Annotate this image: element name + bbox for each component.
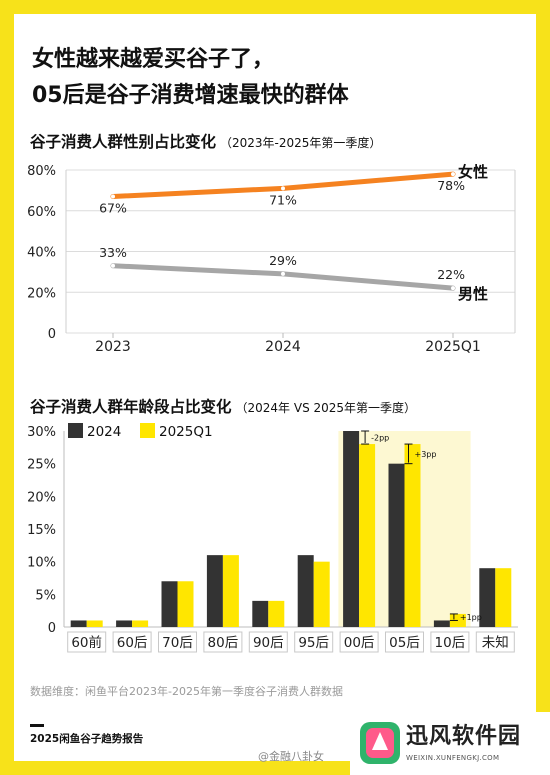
data-point xyxy=(281,271,285,276)
bar-2024 xyxy=(343,431,360,627)
y-tick-label: 0 xyxy=(48,327,56,342)
data-point xyxy=(451,286,455,291)
y-tick-label: 0 xyxy=(48,621,56,636)
y-tick-label: 25% xyxy=(27,458,56,473)
x-label-box xyxy=(203,631,243,653)
data-label: 33% xyxy=(99,245,127,260)
bar-2025q1 xyxy=(313,561,330,627)
x-tick-label: 00后 xyxy=(344,635,375,651)
x-label-box xyxy=(385,631,424,653)
bar-2025q1 xyxy=(222,555,239,627)
y-tick-label: 60% xyxy=(27,205,56,220)
y-tick-label: 20% xyxy=(27,286,56,301)
report-card xyxy=(14,14,536,761)
x-label-box xyxy=(112,631,152,653)
y-tick-label: 20% xyxy=(27,490,56,505)
data-point xyxy=(111,263,115,268)
y-tick-label: 30% xyxy=(27,425,56,440)
x-tick-label: 2024 xyxy=(265,339,301,355)
x-tick-label: 95后 xyxy=(298,635,329,651)
series-name-male: 男性 xyxy=(458,285,488,303)
gender-chart-title-text: 谷子消费人群性别占比变化 xyxy=(30,133,217,151)
age-chart-title-text: 谷子消费人群年龄段占比变化 xyxy=(30,398,232,416)
data-label: 29% xyxy=(269,253,297,268)
y-tick-label: 5% xyxy=(35,588,56,603)
bar-2024 xyxy=(161,581,178,627)
x-tick-label: 05后 xyxy=(389,635,420,651)
x-tick-label: 80后 xyxy=(208,635,239,651)
x-tick-label: 90后 xyxy=(253,635,284,651)
x-tick-label: 70后 xyxy=(162,635,193,651)
bar-2024 xyxy=(433,620,450,627)
data-label: 78% xyxy=(437,178,465,193)
bar-2024 xyxy=(388,463,405,627)
data-footnote: 数据维度：闲鱼平台2023年-2025年第一季度谷子消费人群数据 xyxy=(30,685,343,698)
bar-2025q1 xyxy=(359,444,376,627)
logo-icon xyxy=(360,722,400,764)
change-label: +1pp xyxy=(460,613,482,622)
bar-2025q1 xyxy=(404,444,421,627)
age-chart-subtitle: （2024年 VS 2025年第一季度） xyxy=(235,401,417,415)
logo-url: WEIXIN.XUNFENGKJ.COM xyxy=(406,754,500,762)
legend-label: 2024 xyxy=(87,424,121,440)
data-point xyxy=(281,186,285,191)
age-bar-chart: 0 5% 10% 15% 20% 25% 30% 60前 60后 70后 80后 90后 95后 00后 0… xyxy=(27,423,518,653)
x-label-box xyxy=(475,631,515,653)
bar-2024 xyxy=(116,620,133,627)
bar-2024 xyxy=(206,555,223,627)
y-tick-label: 10% xyxy=(27,556,56,571)
age-chart-title: 谷子消费人群年龄段占比变化 （2024年 VS 2025年第一季度） xyxy=(30,395,416,417)
change-label: +3pp xyxy=(415,450,437,459)
bar-2024 xyxy=(297,555,314,627)
x-tick-label: 60前 xyxy=(71,634,102,651)
headline-line1: 女性越来越爱买谷子了， xyxy=(32,47,275,72)
bar-2025q1 xyxy=(86,620,103,627)
series-line-male xyxy=(110,263,456,291)
y-tick-label: 15% xyxy=(27,523,56,538)
brand-divider xyxy=(30,724,44,727)
bar-2024 xyxy=(479,568,496,627)
data-point xyxy=(451,172,455,177)
bar-2025q1 xyxy=(132,620,149,627)
logo-name: 迅风软件园 xyxy=(406,724,522,749)
gender-chart-title: 谷子消费人群性别占比变化 （2023年-2025年第一季度） xyxy=(30,130,381,152)
gender-chart-subtitle: （2023年-2025年第一季度） xyxy=(220,136,382,150)
data-label: 71% xyxy=(269,192,297,207)
bar-2024 xyxy=(70,620,87,627)
x-label-box xyxy=(158,631,197,653)
bar-2025q1 xyxy=(495,568,512,627)
change-label: -2pp xyxy=(371,434,389,443)
x-label-box xyxy=(67,631,107,653)
watermark-text: @金融八卦女 xyxy=(258,750,324,763)
gender-line-chart: 0 20% 40% 60% 80% 2023 2024 2025Q1 67% 71% 78%女性 33… xyxy=(27,163,516,355)
legend-swatch-2025q1 xyxy=(140,423,155,438)
series-name-female: 女性 xyxy=(458,163,488,181)
legend-label: 2025Q1 xyxy=(159,424,213,440)
y-tick-label: 80% xyxy=(27,164,56,179)
x-label-box xyxy=(294,631,334,653)
x-label-box xyxy=(248,631,288,653)
x-label-box xyxy=(339,631,379,653)
report-brand: 2025闲鱼谷子趋势报告 xyxy=(30,733,144,745)
x-tick-label: 10后 xyxy=(435,635,466,651)
data-label: 22% xyxy=(437,267,465,282)
bar-2025q1 xyxy=(177,581,194,627)
x-tick-label: 未知 xyxy=(482,634,509,651)
site-logo: 迅风软件园 WEIXIN.XUNFENGKJ.COM xyxy=(350,712,550,775)
y-tick-label: 40% xyxy=(27,246,56,261)
bar-2025q1 xyxy=(268,600,285,627)
x-tick-label: 60后 xyxy=(117,635,148,651)
legend-swatch-2024 xyxy=(68,423,83,438)
headline-line2: 05后是谷子消费增速最快的群体 xyxy=(32,83,349,108)
bar-2024 xyxy=(252,600,269,627)
x-tick-label: 2025Q1 xyxy=(425,339,481,355)
x-tick-label: 2023 xyxy=(95,339,131,355)
data-point xyxy=(111,194,115,199)
data-label: 67% xyxy=(99,200,127,215)
headline: 女性越来越爱买谷子了， 05后是谷子消费增速最快的群体 xyxy=(32,42,349,114)
x-label-box xyxy=(430,631,470,653)
